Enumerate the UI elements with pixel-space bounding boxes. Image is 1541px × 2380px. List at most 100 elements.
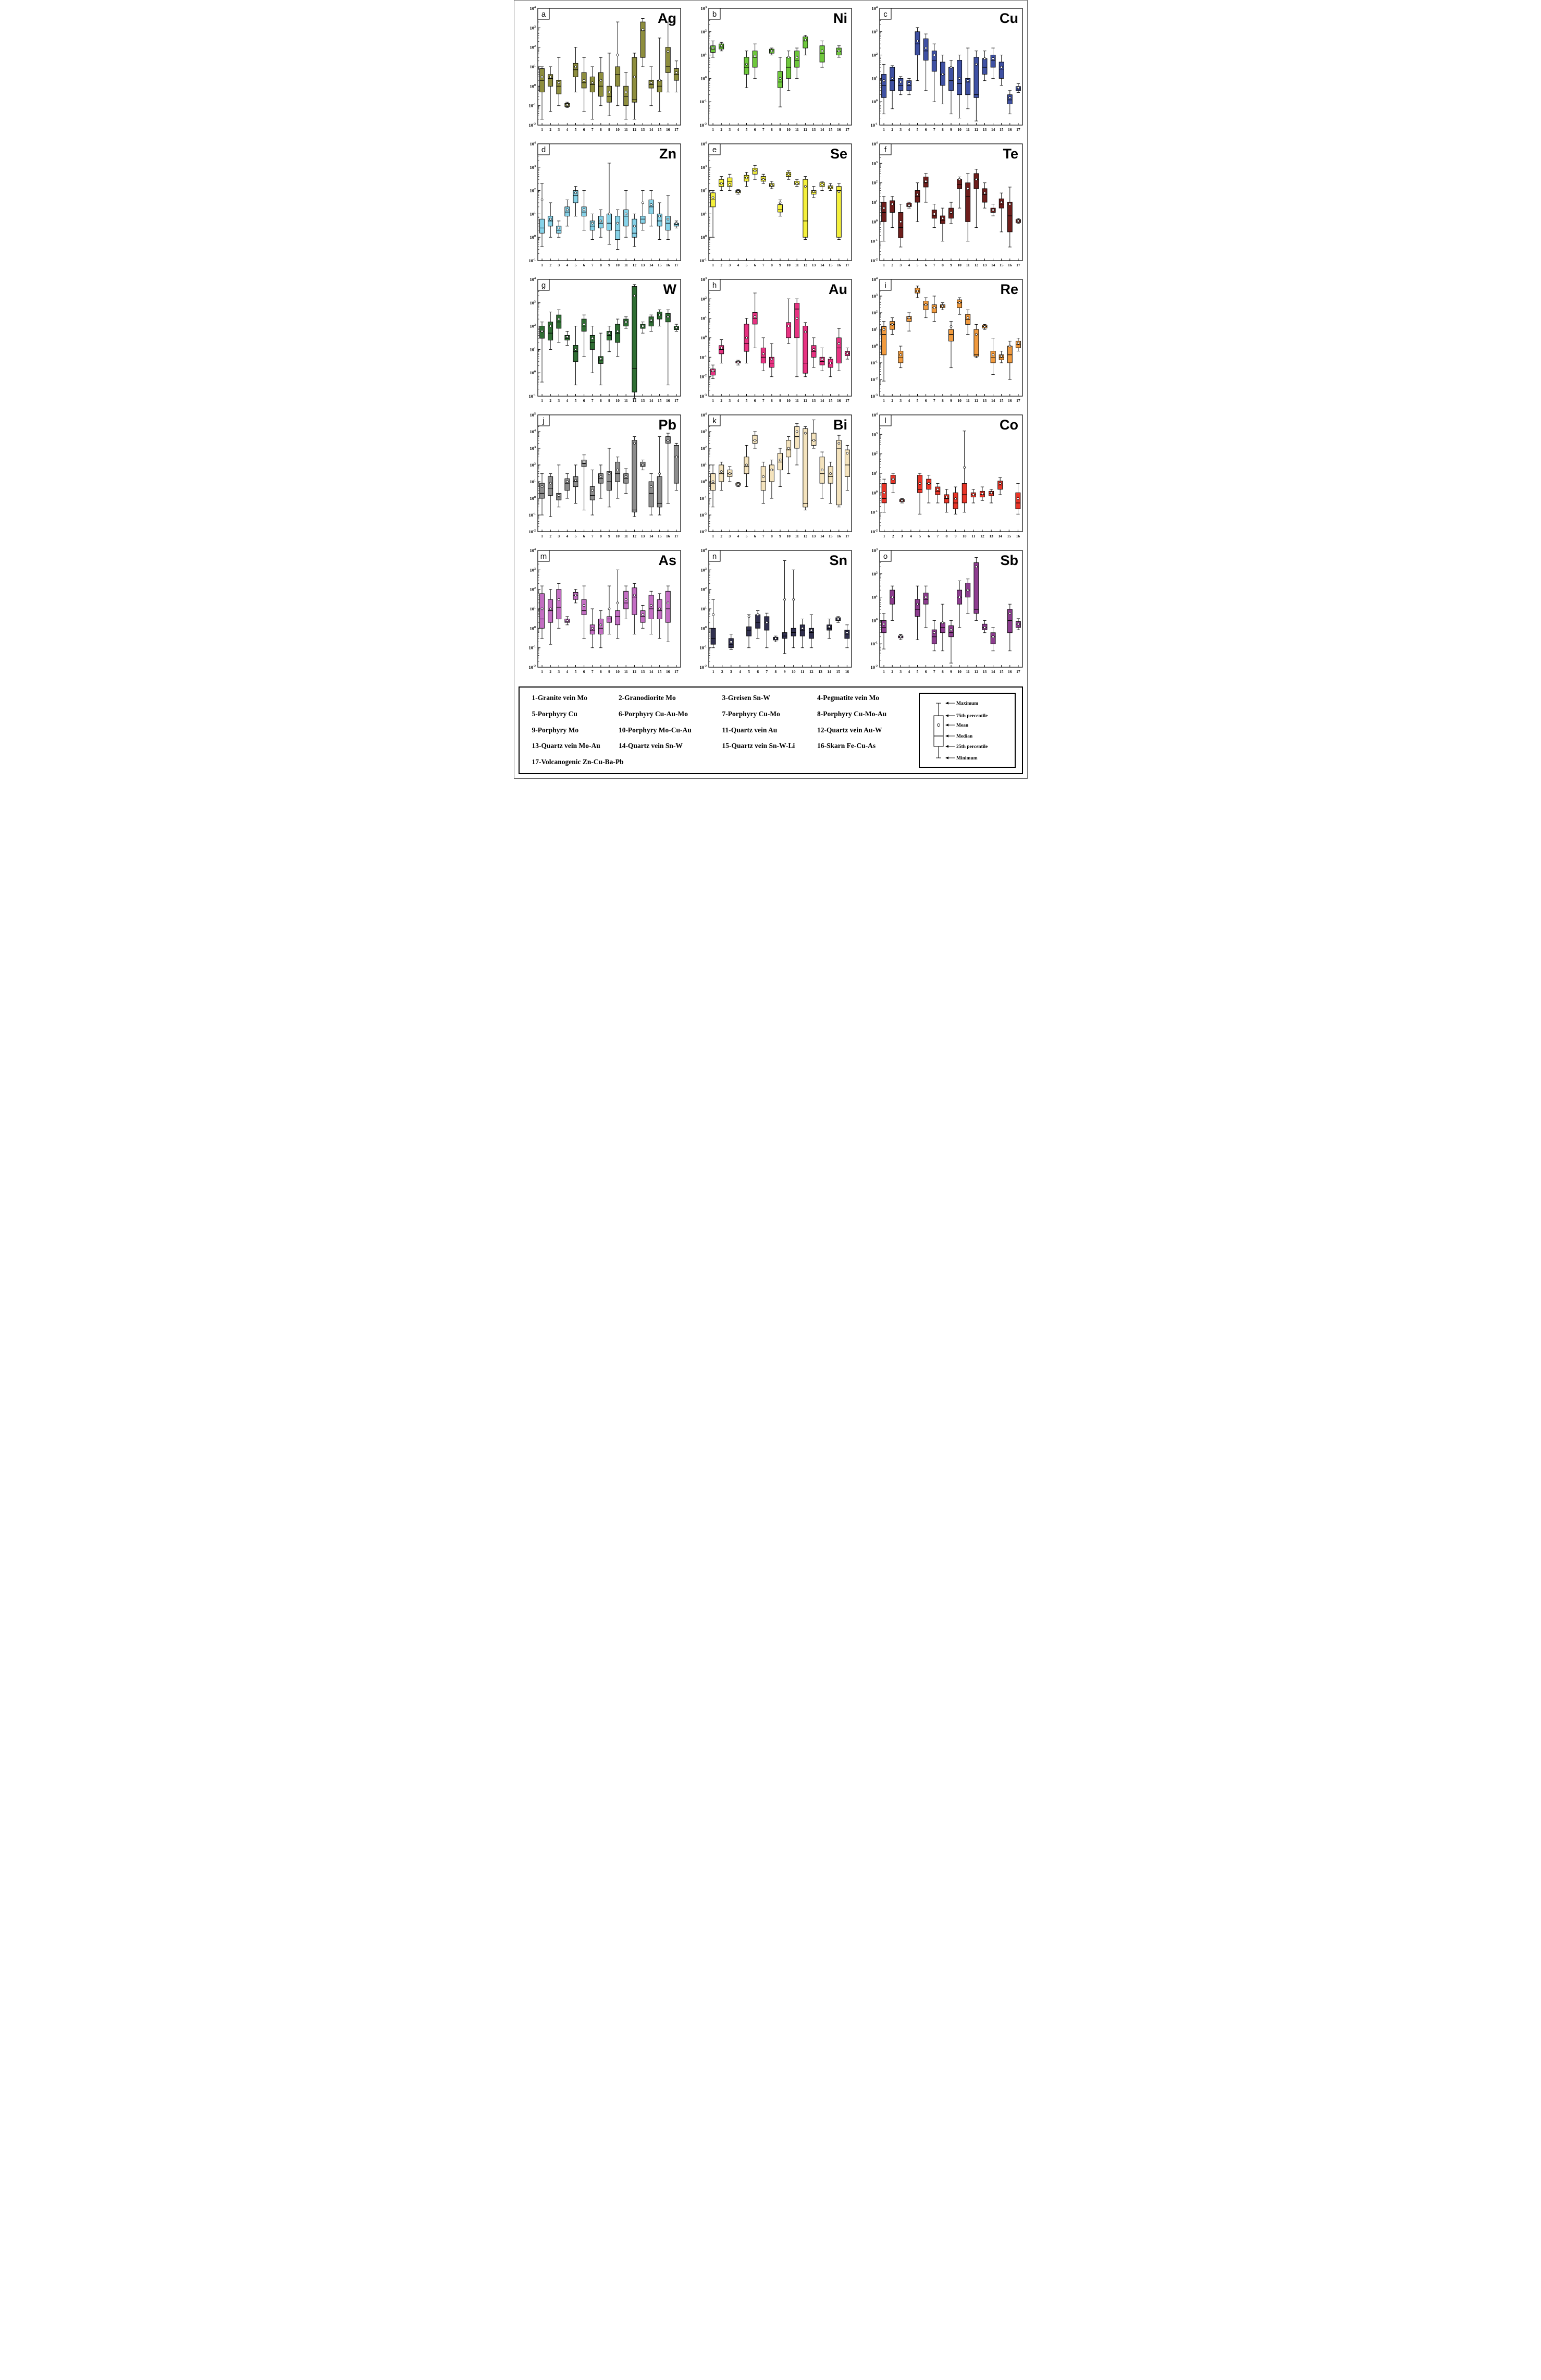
panel-te: 10-2 10-1 100 101 102 103 104 1 2 3 4 5 6 7 8 9 10 11 12 13… [860, 140, 1026, 272]
svg-text:9: 9 [608, 669, 610, 674]
box-As-5 [573, 589, 578, 604]
svg-text:4: 4 [910, 534, 912, 538]
panel-letter: m [540, 552, 547, 561]
box-Se-11 [794, 179, 799, 187]
box-Te-5 [915, 182, 920, 222]
legend-item-7: 7-Porphyry Cu-Mo [722, 709, 780, 718]
svg-text:2: 2 [891, 263, 893, 267]
mean-marker [932, 213, 935, 215]
svg-text:1: 1 [541, 127, 543, 132]
box-As-4 [564, 616, 570, 625]
svg-text:10-2: 10-2 [699, 374, 707, 379]
box-W-9 [606, 326, 612, 352]
mean-marker [936, 488, 939, 491]
mean-marker [616, 54, 619, 56]
mean-marker [549, 76, 552, 78]
svg-text:9: 9 [779, 263, 781, 267]
legend-item-2: 2-Granodiorite Mo [618, 693, 676, 702]
svg-text:13: 13 [811, 127, 816, 132]
panel-letter: a [541, 10, 546, 19]
mean-marker [899, 353, 902, 357]
box-Se-7 [760, 174, 766, 184]
mean-marker [829, 472, 832, 475]
svg-text:4: 4 [739, 669, 741, 674]
box-Cu-7 [931, 43, 937, 102]
svg-text:3: 3 [558, 127, 560, 132]
svg-text:17: 17 [674, 263, 679, 267]
box-Pb-5 [573, 464, 578, 504]
box-Ag-9 [606, 53, 612, 116]
svg-text:7: 7 [762, 534, 764, 538]
mean-marker [971, 493, 975, 496]
box-Pb-4 [564, 473, 570, 499]
svg-text:15: 15 [828, 398, 832, 403]
mean-marker [924, 180, 927, 183]
box-Zn-1 [539, 183, 545, 247]
svg-text:102: 102 [871, 53, 878, 58]
box-Cu-14 [990, 47, 996, 79]
mean-marker [966, 187, 969, 190]
mean-marker [728, 472, 731, 475]
box-Sb-10 [956, 580, 962, 628]
mean-marker [599, 357, 602, 360]
box-Bi-13 [811, 420, 816, 449]
box-Zn-15 [657, 202, 662, 240]
svg-text:5: 5 [919, 534, 921, 538]
svg-text:10-1: 10-1 [699, 496, 707, 501]
mean-marker [795, 430, 798, 433]
legend-item-9: 9-Porphyry Mo [532, 726, 579, 734]
svg-text:8: 8 [600, 127, 602, 132]
box-Pb-1 [539, 473, 545, 516]
mean-marker [599, 623, 602, 627]
mean-marker [641, 463, 644, 467]
svg-text:6: 6 [583, 669, 585, 674]
mean-marker [882, 622, 885, 625]
svg-text:102: 102 [700, 29, 707, 34]
arrow-icon [945, 756, 948, 759]
svg-text:17: 17 [674, 127, 679, 132]
mean-marker [945, 496, 948, 499]
mean-marker [599, 475, 602, 478]
box-Sb-16 [1007, 604, 1013, 652]
mean-marker [674, 71, 677, 74]
box-Cu-1 [881, 64, 886, 115]
svg-text:100: 100 [529, 235, 536, 240]
box-Bi-1 [710, 464, 716, 508]
box-Sn-9 [782, 560, 787, 654]
mean-marker [745, 63, 748, 66]
svg-text:1: 1 [712, 398, 714, 403]
svg-text:102: 102 [529, 45, 536, 50]
svg-text:4: 4 [566, 398, 568, 403]
box-Sb-5 [915, 585, 920, 640]
mean-marker [845, 452, 848, 455]
box-Re-4 [906, 312, 911, 332]
box-Sn-5 [746, 614, 751, 648]
svg-text:16: 16 [666, 263, 670, 267]
svg-text:9: 9 [950, 398, 952, 403]
mean-marker [753, 439, 756, 442]
box-Ag-10 [614, 21, 620, 106]
svg-text:15: 15 [657, 534, 661, 538]
svg-text:5: 5 [916, 398, 918, 403]
panel-letter: g [541, 281, 545, 290]
svg-text:8: 8 [600, 669, 602, 674]
x-axis: 1 2 3 4 5 6 7 8 9 10 11 12 13 14 15 16 17 [712, 259, 849, 267]
box-W-13 [640, 322, 645, 334]
box-Te-9 [948, 202, 954, 224]
box-As-2 [547, 589, 553, 645]
box-Cu-13 [982, 51, 987, 81]
mean-marker [616, 469, 619, 471]
svg-text:10-1: 10-1 [870, 360, 878, 365]
svg-text:17: 17 [1016, 669, 1020, 674]
svg-text:103: 103 [700, 277, 707, 282]
mean-marker [745, 463, 748, 467]
svg-text:3: 3 [558, 669, 560, 674]
box-Au-6 [752, 292, 758, 348]
svg-text:5: 5 [745, 534, 747, 538]
svg-text:5: 5 [916, 669, 918, 674]
panel-letter: h [712, 281, 716, 290]
box-Au-1 [710, 364, 716, 379]
svg-text:1: 1 [712, 534, 714, 538]
